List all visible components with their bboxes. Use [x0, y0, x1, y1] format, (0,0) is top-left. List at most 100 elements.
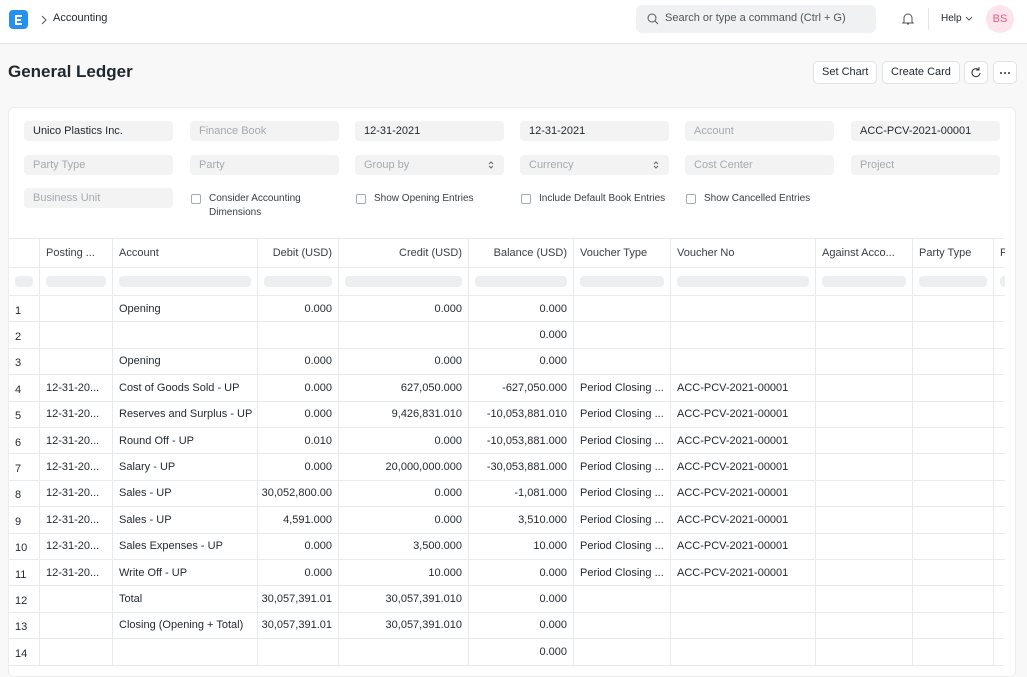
column-header[interactable]: Voucher No	[671, 239, 816, 268]
more-button[interactable]	[993, 61, 1017, 84]
table-cell: -30,053,881.000	[469, 454, 574, 481]
table-cell: 12-31-20...	[40, 507, 113, 534]
filter-field[interactable]: Project	[851, 155, 1000, 175]
column-filter[interactable]	[40, 268, 113, 296]
column-header[interactable]: Voucher Type	[574, 239, 671, 268]
table-cell: 30,057,391.010	[339, 586, 469, 613]
table-cell	[994, 402, 1005, 428]
table-cell	[994, 534, 1005, 560]
checkbox[interactable]: Consider Accounting Dimensions	[191, 192, 341, 220]
filter-field[interactable]: Business Unit	[24, 188, 173, 208]
table-cell: -10,053,881.000	[469, 428, 574, 455]
checkbox-box[interactable]	[356, 194, 366, 204]
filter-field[interactable]: ACC-PCV-2021-00001	[851, 121, 1000, 141]
column-header[interactable]	[9, 239, 40, 268]
checkbox[interactable]: Include Default Book Entries	[521, 192, 671, 206]
checkbox[interactable]: Show Cancelled Entries	[686, 192, 836, 206]
row-number: 1	[9, 296, 40, 323]
table-cell: 12-31-20...	[40, 401, 113, 428]
table-cell: 9,426,831.010	[339, 401, 469, 428]
table-cell	[994, 375, 1005, 402]
column-filter[interactable]	[574, 268, 671, 296]
breadcrumb[interactable]: Accounting	[53, 12, 108, 24]
filter-input[interactable]	[822, 276, 906, 287]
filter-input[interactable]	[264, 276, 332, 287]
table-cell: 0.000	[258, 375, 339, 402]
create-card-button[interactable]: Create Card	[882, 61, 960, 84]
report-card: Unico Plastics Inc. Finance Book 12-31-202…	[8, 107, 1016, 677]
column-filter[interactable]	[258, 268, 339, 296]
column-filter[interactable]	[671, 268, 816, 296]
column-header[interactable]: Credit (USD)	[339, 239, 469, 268]
filter-input[interactable]	[475, 276, 567, 287]
filter-field[interactable]: Unico Plastics Inc.	[24, 121, 173, 141]
table-cell: 0.000	[339, 348, 469, 376]
table-cell: Sales - UP	[113, 507, 258, 534]
column-filter[interactable]	[469, 268, 574, 296]
filter-field[interactable]: Account	[685, 121, 834, 141]
refresh-button[interactable]	[964, 61, 988, 84]
table-cell	[913, 428, 994, 455]
column-header[interactable]: Pa	[994, 239, 1005, 268]
table-cell: 12-31-20...	[40, 454, 113, 481]
table-cell: Sales - UP	[113, 480, 258, 508]
checkbox-box[interactable]	[191, 194, 201, 204]
checkbox[interactable]: Show Opening Entries	[356, 192, 506, 206]
column-filter[interactable]	[913, 268, 994, 296]
avatar[interactable]: BS	[986, 5, 1014, 33]
help-menu[interactable]: Help	[941, 13, 962, 24]
filter-input[interactable]	[1000, 276, 1005, 287]
notification-bell[interactable]	[901, 11, 915, 27]
column-header[interactable]: Against Acco...	[816, 239, 913, 268]
table-cell: 0.000	[339, 428, 469, 455]
table-cell: 627,050.000	[339, 375, 469, 402]
table-cell: 30,052,800.00	[258, 480, 339, 508]
table-cell: Period Closing ...	[574, 507, 671, 534]
column-filter[interactable]	[113, 268, 258, 296]
table-cell: 0.000	[258, 401, 339, 428]
table-cell	[258, 322, 339, 349]
row-number: 11	[9, 560, 40, 587]
app-logo[interactable]	[9, 10, 28, 29]
row-number: 10	[9, 533, 40, 560]
table-cell	[816, 507, 913, 534]
filter-input[interactable]	[345, 276, 462, 287]
table-cell: 0.000	[469, 560, 574, 587]
filter-field[interactable]: 12-31-2021	[355, 121, 504, 141]
filter-field[interactable]: Party Type	[24, 155, 173, 175]
table-cell	[913, 480, 994, 508]
column-header[interactable]: Account	[113, 239, 258, 268]
checkbox-box[interactable]	[521, 194, 531, 204]
table-cell	[994, 639, 1005, 666]
set-chart-button[interactable]: Set Chart	[813, 61, 878, 84]
column-filter[interactable]	[816, 268, 913, 296]
filter-input[interactable]	[677, 276, 809, 287]
filter-field[interactable]: Party	[190, 155, 339, 175]
filter-field[interactable]: Cost Center	[685, 155, 834, 175]
column-filter[interactable]	[339, 268, 469, 296]
table-cell: 0.000	[258, 454, 339, 481]
table-cell	[574, 348, 671, 376]
column-header[interactable]: Balance (USD)	[469, 239, 574, 268]
table-cell	[994, 586, 1005, 613]
filter-input[interactable]	[119, 276, 251, 287]
column-header[interactable]: Debit (USD)	[258, 239, 339, 268]
table-cell	[671, 322, 816, 349]
checkbox-label: Include Default Book Entries	[539, 193, 666, 204]
filter-input[interactable]	[919, 276, 987, 287]
column-header[interactable]: Posting ...	[40, 239, 113, 268]
table-cell	[816, 296, 913, 323]
search-bar[interactable]: Search or type a command (Ctrl + G)	[636, 5, 876, 33]
checkbox-box[interactable]	[686, 194, 696, 204]
column-header[interactable]: Party Type	[913, 239, 994, 268]
filter-field[interactable]: Finance Book	[190, 121, 339, 141]
filter-input[interactable]	[580, 276, 664, 287]
filter-field[interactable]: Group by	[355, 155, 504, 175]
filter-input[interactable]	[15, 276, 33, 287]
filter-input[interactable]	[46, 276, 106, 287]
filter-field[interactable]: 12-31-2021	[520, 121, 669, 141]
filter-field[interactable]: Currency	[520, 155, 669, 175]
table-cell: 10.000	[469, 533, 574, 560]
column-filter[interactable]	[994, 268, 1005, 296]
column-filter[interactable]	[9, 268, 40, 296]
